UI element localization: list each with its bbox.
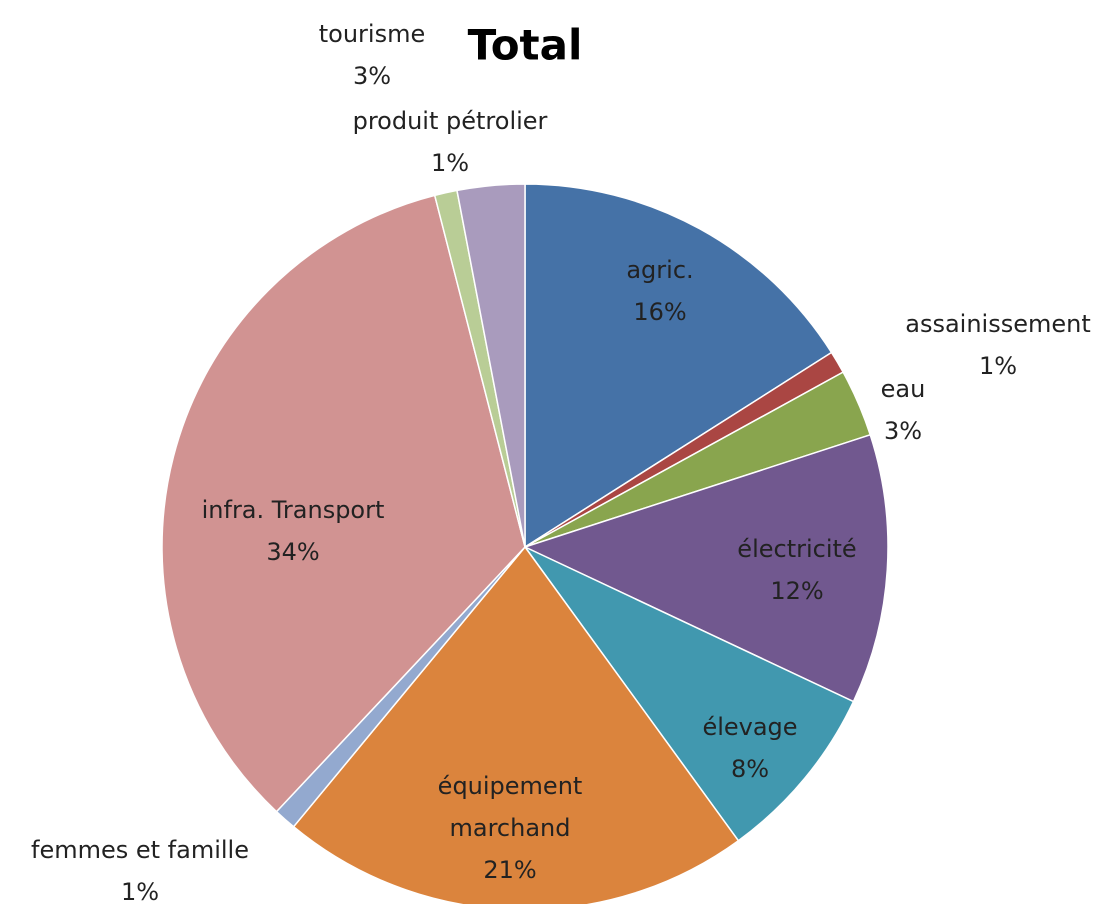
value-label: 16% [633, 298, 687, 326]
category-label: femmes et famille [31, 836, 249, 864]
value-label: 21% [483, 856, 537, 884]
pie-slice [524, 546, 855, 842]
pie-slice [292, 545, 740, 904]
slice-label: femmes et famille 1% [0, 829, 290, 904]
category-label: équipement marchand [437, 772, 583, 842]
slice-label: électricité 12% [697, 528, 897, 612]
slice-label: eau 3% [853, 368, 953, 452]
slice-label: produit pétrolier 1% [300, 100, 600, 184]
slice-label: infra. Transport 34% [143, 489, 443, 573]
category-label: eau [880, 375, 926, 403]
category-label: agric. [626, 256, 694, 284]
category-label: produit pétrolier [352, 107, 548, 135]
slice-label: agric. 16% [560, 249, 760, 333]
value-label: 3% [352, 62, 392, 90]
value-label: 34% [266, 538, 320, 566]
value-label: 8% [730, 755, 770, 783]
value-label: 1% [978, 352, 1018, 380]
pie-slice [522, 433, 889, 703]
category-label: tourisme [318, 20, 426, 48]
category-label: infra. Transport [201, 496, 385, 524]
chart-title: Total [467, 20, 583, 70]
value-label: 12% [770, 577, 824, 605]
category-label: assainissement [905, 310, 1091, 338]
category-label: électricité [737, 535, 857, 563]
slice-label: assainissement 1% [868, 303, 1114, 387]
value-label: 1% [430, 149, 470, 177]
slice-label: élevage 8% [650, 706, 850, 790]
category-label: élevage [702, 713, 798, 741]
value-label: 3% [883, 417, 923, 445]
pie-slice [456, 183, 526, 548]
pie-slice [161, 194, 526, 813]
pie-slice [524, 183, 833, 549]
value-label: 1% [120, 878, 160, 904]
slice-label: tourisme 3% [272, 13, 472, 97]
slice-label: équipement marchand 21% [410, 765, 610, 891]
